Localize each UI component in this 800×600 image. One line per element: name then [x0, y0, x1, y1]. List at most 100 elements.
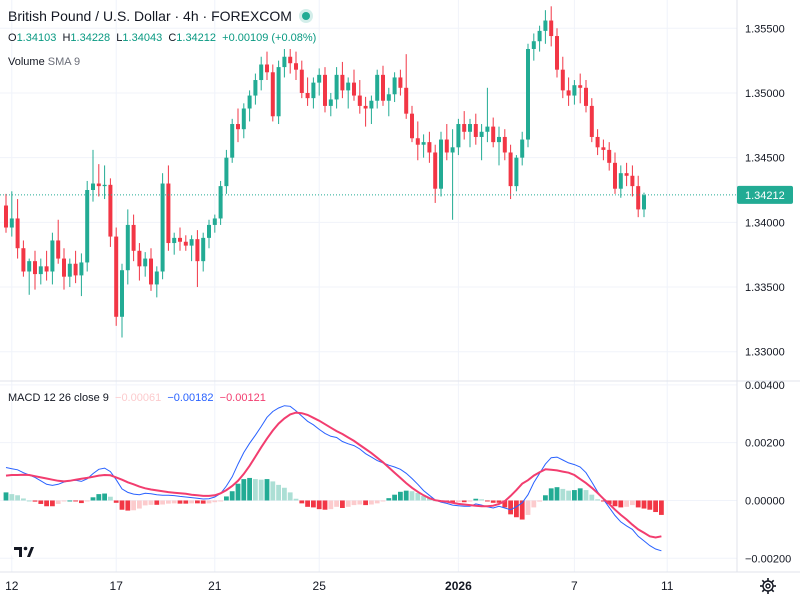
candle-body[interactable]	[4, 205, 8, 228]
candle-up[interactable]	[160, 173, 165, 280]
candle-down[interactable]	[114, 227, 119, 326]
candle-body[interactable]	[578, 85, 583, 88]
macd-pane[interactable]	[3, 405, 664, 552]
candle-down[interactable]	[560, 56, 565, 99]
candle-body[interactable]	[340, 74, 345, 91]
candle-up[interactable]	[439, 131, 443, 197]
candle-body[interactable]	[265, 64, 269, 73]
candle-up[interactable]	[253, 73, 258, 105]
candle-body[interactable]	[131, 224, 136, 251]
candle-down[interactable]	[398, 69, 403, 96]
macd-signal-line[interactable]	[5, 411, 662, 539]
candle-body[interactable]	[439, 139, 443, 189]
candle-down[interactable]	[44, 250, 49, 281]
candle-up[interactable]	[276, 60, 281, 125]
candle-up[interactable]	[9, 191, 14, 237]
candle-down[interactable]	[33, 250, 37, 290]
candle-down[interactable]	[404, 54, 409, 119]
candle-body[interactable]	[21, 248, 26, 272]
candle-body[interactable]	[236, 124, 240, 130]
candle-body[interactable]	[56, 240, 61, 259]
candle-up[interactable]	[102, 165, 107, 200]
candle-body[interactable]	[630, 175, 635, 187]
settings-gear-icon[interactable]	[758, 576, 778, 596]
candle-body[interactable]	[207, 224, 211, 238]
candle-up[interactable]	[520, 131, 525, 166]
candle-up[interactable]	[259, 56, 264, 91]
candle-up[interactable]	[241, 103, 246, 139]
candle-body[interactable]	[334, 74, 339, 100]
candle-body[interactable]	[375, 74, 380, 101]
candle-down[interactable]	[305, 77, 310, 106]
candle-up[interactable]	[543, 10, 548, 44]
candle-up[interactable]	[485, 87, 490, 143]
candle-down[interactable]	[473, 113, 478, 145]
candle-up[interactable]	[50, 232, 55, 285]
candle-up[interactable]	[479, 124, 484, 161]
candle-down[interactable]	[415, 121, 420, 161]
candle-body[interactable]	[91, 183, 95, 190]
candle-up[interactable]	[618, 165, 623, 198]
candle-down[interactable]	[595, 129, 600, 156]
candle-down[interactable]	[462, 111, 467, 140]
candle-up[interactable]	[79, 253, 84, 297]
candle-body[interactable]	[276, 67, 281, 117]
candle-body[interactable]	[514, 157, 519, 187]
candle-up[interactable]	[212, 214, 217, 233]
candle-down[interactable]	[96, 164, 101, 197]
candle-up[interactable]	[154, 266, 159, 298]
candle-down[interactable]	[73, 250, 78, 284]
candle-body[interactable]	[85, 190, 90, 263]
candle-body[interactable]	[27, 261, 32, 272]
macd-legend[interactable]: MACD 12 26 close 9 −0.00061 −0.00182 −0.…	[8, 392, 266, 404]
candle-body[interactable]	[473, 124, 478, 137]
candle-body[interactable]	[323, 74, 327, 106]
candle-up[interactable]	[27, 258, 32, 295]
candle-body[interactable]	[572, 85, 577, 96]
candle-body[interactable]	[357, 95, 362, 106]
candle-body[interactable]	[589, 105, 594, 137]
candle-down[interactable]	[607, 142, 612, 171]
candle-down[interactable]	[508, 144, 513, 200]
candle-down[interactable]	[363, 96, 368, 127]
candle-body[interactable]	[595, 136, 600, 148]
candle-body[interactable]	[502, 136, 507, 153]
candle-body[interactable]	[183, 241, 188, 246]
candle-down[interactable]	[288, 48, 293, 74]
candle-body[interactable]	[102, 184, 107, 187]
candle-down[interactable]	[636, 175, 641, 218]
candle-body[interactable]	[369, 100, 374, 109]
candle-body[interactable]	[218, 186, 223, 219]
candle-up[interactable]	[328, 92, 333, 117]
candle-up[interactable]	[224, 149, 229, 194]
candle-body[interactable]	[386, 94, 391, 101]
candle-down[interactable]	[323, 67, 327, 113]
candle-body[interactable]	[328, 99, 333, 106]
candle-body[interactable]	[38, 266, 43, 275]
candle-body[interactable]	[485, 126, 490, 132]
candle-body[interactable]	[415, 138, 420, 145]
candle-body[interactable]	[44, 266, 49, 272]
candle-down[interactable]	[166, 165, 171, 251]
candle-body[interactable]	[317, 74, 322, 83]
candle-body[interactable]	[125, 224, 130, 271]
candle-body[interactable]	[160, 183, 165, 272]
candle-body[interactable]	[212, 218, 217, 225]
candle-body[interactable]	[201, 237, 206, 262]
candle-body[interactable]	[294, 63, 298, 70]
candle-body[interactable]	[479, 131, 484, 137]
candle-body[interactable]	[601, 147, 606, 150]
symbol-title-text[interactable]: British Pound / U.S. Dollar · 4h · FOREX…	[8, 8, 292, 24]
candle-down[interactable]	[630, 165, 635, 197]
candle-body[interactable]	[497, 136, 501, 143]
candle-body[interactable]	[259, 64, 264, 81]
candle-body[interactable]	[311, 82, 316, 99]
price-pane[interactable]	[0, 6, 737, 338]
candle-body[interactable]	[363, 105, 368, 109]
candle-body[interactable]	[566, 90, 571, 96]
candle-down[interactable]	[357, 80, 362, 114]
candle-up[interactable]	[201, 232, 206, 272]
candle-body[interactable]	[33, 261, 37, 275]
candle-up[interactable]	[189, 235, 194, 262]
candle-down[interactable]	[56, 219, 61, 264]
